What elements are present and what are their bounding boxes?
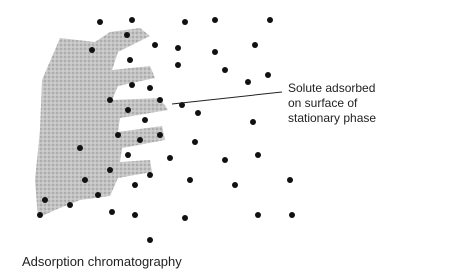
annotation: on surface of — [288, 96, 358, 110]
solute-dot — [250, 119, 256, 125]
caption: Adsorption chromatography — [22, 254, 182, 269]
solute-dot — [157, 132, 163, 138]
solute-dot — [107, 167, 113, 173]
solute-dot — [95, 192, 101, 198]
solute-dot — [182, 215, 188, 221]
solute-dot — [232, 182, 238, 188]
solute-dot — [152, 42, 158, 48]
annotation: Solute adsorbed — [288, 81, 375, 95]
solute-dot — [147, 237, 153, 243]
solute-dot — [222, 157, 228, 163]
solute-dot — [212, 49, 218, 55]
solute-dot — [147, 85, 153, 91]
solute-dot — [175, 45, 181, 51]
solute-dot — [124, 32, 130, 38]
solute-dot — [142, 117, 148, 123]
solute-dot — [192, 139, 198, 145]
solute-dot — [97, 19, 103, 25]
solute-dot — [125, 107, 131, 113]
solute-dot — [107, 97, 113, 103]
solute-dot — [255, 152, 261, 158]
solute-dot — [132, 182, 138, 188]
solute-dot — [129, 17, 135, 23]
solute-dot — [157, 97, 163, 103]
solute-dot — [289, 212, 295, 218]
solute-dot — [109, 209, 115, 215]
solute-dot — [212, 17, 218, 23]
solute-dot — [175, 62, 181, 68]
solute-dot — [182, 19, 188, 25]
solute-dot — [115, 132, 121, 138]
solute-dot — [222, 67, 228, 73]
annotation: stationary phase — [288, 111, 376, 125]
solute-dot — [132, 212, 138, 218]
solute-dot — [147, 172, 153, 178]
solute-dot — [67, 202, 73, 208]
solute-dot — [129, 82, 135, 88]
solute-dot — [77, 145, 83, 151]
solute-dot — [37, 212, 43, 218]
solute-dot — [265, 72, 271, 78]
solute-dot — [187, 177, 193, 183]
solute-dot — [245, 79, 251, 85]
solute-dot — [125, 152, 131, 158]
solute-dot — [42, 197, 48, 203]
solute-dot — [287, 177, 293, 183]
diagram: Solute adsorbed on surface of stationary… — [0, 0, 453, 272]
solute-dot — [252, 42, 258, 48]
solute-dot — [137, 137, 143, 143]
solute-dot — [195, 110, 201, 116]
solute-dot — [89, 47, 95, 53]
solute-dot — [82, 177, 88, 183]
solute-dot — [255, 212, 261, 218]
solute-dot — [127, 57, 133, 63]
solute-dot — [167, 155, 173, 161]
solute-dot — [267, 17, 273, 23]
